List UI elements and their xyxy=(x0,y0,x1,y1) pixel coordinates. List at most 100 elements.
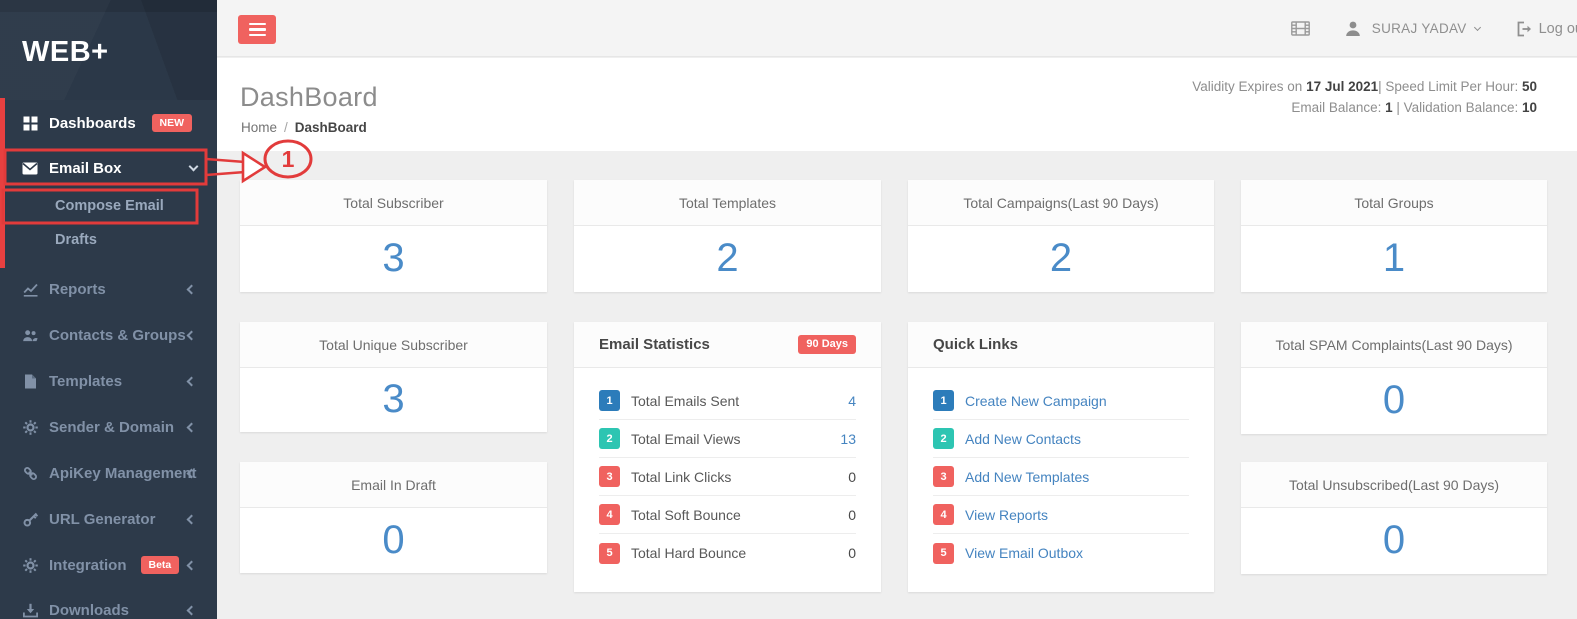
stat-row-value: 0 xyxy=(848,545,856,561)
card-title: Total Unique Subscriber xyxy=(240,322,547,368)
card-total-campaigns: Total Campaigns(Last 90 Days) 2 xyxy=(908,180,1214,292)
row-number-badge: 2 xyxy=(933,428,954,449)
chevron-left-icon xyxy=(186,560,197,570)
breadcrumb-home[interactable]: Home xyxy=(241,120,278,135)
chevron-left-icon xyxy=(186,376,197,386)
new-badge: NEW xyxy=(151,113,192,133)
stat-row: 4 Total Soft Bounce 0 xyxy=(599,496,856,534)
stat-value: 0 xyxy=(382,517,405,562)
sidebar-item-email-box[interactable]: Email Box xyxy=(0,151,217,185)
breadcrumb: Home / DashBoard xyxy=(241,120,367,135)
sidebar-item-sender-domain[interactable]: Sender & Domain xyxy=(0,410,217,444)
film-icon[interactable] xyxy=(1290,20,1310,37)
sidebar-item-contacts-groups[interactable]: Contacts & Groups xyxy=(0,318,217,352)
breadcrumb-current: DashBoard xyxy=(294,120,367,135)
chevron-left-icon xyxy=(186,330,197,340)
stat-row-value: 4 xyxy=(848,392,856,409)
annotation-highlight-strip xyxy=(0,98,5,268)
link-view-email-outbox[interactable]: View Email Outbox xyxy=(965,545,1084,561)
sidebar-item-url-generator[interactable]: URL Generator xyxy=(0,502,217,536)
stat-row: 1 Total Emails Sent 4 xyxy=(599,382,856,420)
chevron-left-icon xyxy=(186,605,197,615)
stat-value: 3 xyxy=(382,236,405,280)
stat-value: 1 xyxy=(1382,236,1406,280)
sidebar-subitem-label: Drafts xyxy=(55,232,97,248)
stat-value: 2 xyxy=(716,236,739,280)
user-menu[interactable]: SURAJ YADAV xyxy=(1344,20,1481,37)
stat-value: 0 xyxy=(1382,378,1406,422)
email-balance-value: 1 xyxy=(1385,100,1393,115)
users-icon xyxy=(22,327,38,343)
link-add-new-contacts[interactable]: Add New Contacts xyxy=(965,430,1081,447)
card-title: Email In Draft xyxy=(240,462,547,508)
card-total-templates: Total Templates 2 xyxy=(574,180,881,292)
row-number-badge: 4 xyxy=(933,504,954,525)
topbar: SURAJ YADAV Log out xyxy=(217,0,1577,57)
card-email-statistics: Email Statistics 90 Days 1 Total Emails … xyxy=(574,322,881,592)
sidebar-item-apikey-management[interactable]: ApiKey Management xyxy=(0,456,217,490)
gear-icon xyxy=(22,557,38,573)
stat-row: 5 Total Hard Bounce 0 xyxy=(599,534,856,572)
sidebar-item-compose-email[interactable]: Compose Email xyxy=(0,190,217,222)
download-icon xyxy=(22,602,38,618)
card-title: Total Subscriber xyxy=(240,180,547,226)
sidebar: WEB+ Dashboards NEW Email Box Compose Em… xyxy=(0,0,217,619)
logout-label: Log out xyxy=(1538,20,1577,37)
stat-value: 2 xyxy=(1049,236,1073,280)
link-icon xyxy=(22,465,38,481)
page-header: DashBoard Home / DashBoard Validity Expire… xyxy=(217,58,1577,151)
sidebar-item-drafts[interactable]: Drafts xyxy=(0,224,217,256)
card-title: Total Groups xyxy=(1241,180,1547,226)
quick-link-row: 5 View Email Outbox xyxy=(933,534,1189,572)
card-total-subscriber: Total Subscriber 3 xyxy=(240,180,547,292)
sidebar-item-dashboards[interactable]: Dashboards NEW xyxy=(0,106,217,140)
grid-icon xyxy=(22,115,38,131)
chevron-left-icon xyxy=(186,514,197,524)
stat-value: 3 xyxy=(382,377,405,421)
user-icon xyxy=(1345,21,1360,36)
sidebar-toggle-button[interactable] xyxy=(238,15,276,44)
logo-area: WEB+ xyxy=(0,0,217,100)
stat-row: 2 Total Email Views 13 xyxy=(599,420,856,458)
sidebar-item-label: ApiKey Management xyxy=(49,464,197,482)
row-number-badge: 3 xyxy=(933,466,954,487)
card-quick-links: Quick Links 1 Create New Campaign 2 Add … xyxy=(908,322,1214,592)
sidebar-item-reports[interactable]: Reports xyxy=(0,272,217,306)
sidebar-item-label: Sender & Domain xyxy=(49,418,175,436)
link-view-reports[interactable]: View Reports xyxy=(965,506,1049,523)
sidebar-item-label: Contacts & Groups xyxy=(49,326,186,344)
card-title: Total Templates xyxy=(574,180,881,226)
page-title: DashBoard xyxy=(240,82,378,112)
card-title: Total SPAM Complaints(Last 90 Days) xyxy=(1241,322,1547,368)
sidebar-item-label: Integration xyxy=(49,556,127,574)
stat-row: 3 Total Link Clicks 0 xyxy=(599,458,856,496)
card-total-spam-complaints: Total SPAM Complaints(Last 90 Days) 0 xyxy=(1241,322,1547,434)
gear-icon xyxy=(22,419,38,435)
card-title: Quick Links xyxy=(933,336,1019,353)
speed-limit-value: 50 xyxy=(1521,79,1537,94)
stat-value: 0 xyxy=(1382,518,1406,562)
sidebar-item-integration[interactable]: Integration Beta xyxy=(0,548,217,582)
logout-button[interactable]: Log out xyxy=(1516,21,1577,37)
card-total-unique-subscriber: Total Unique Subscriber 3 xyxy=(240,322,547,432)
sidebar-item-templates[interactable]: Templates xyxy=(0,364,217,398)
sidebar-item-label: Reports xyxy=(49,280,106,298)
validation-balance-value: 10 xyxy=(1521,100,1537,115)
user-name: SURAJ YADAV xyxy=(1371,21,1467,36)
card-title: Total Campaigns(Last 90 Days) xyxy=(908,180,1214,226)
sidebar-item-downloads[interactable]: Downloads xyxy=(0,593,217,619)
link-add-new-templates[interactable]: Add New Templates xyxy=(965,468,1090,485)
row-number-badge: 1 xyxy=(933,390,954,411)
sidebar-item-label: Email Box xyxy=(49,159,122,177)
beta-badge: Beta xyxy=(140,555,180,575)
quick-link-row: 2 Add New Contacts xyxy=(933,420,1189,458)
sidebar-item-label: Downloads xyxy=(49,601,130,619)
chevron-down-icon xyxy=(188,161,199,172)
hamburger-icon xyxy=(248,22,266,26)
quick-link-row: 4 View Reports xyxy=(933,496,1189,534)
row-number-badge: 1 xyxy=(599,390,620,411)
email-statistics-list: 1 Total Emails Sent 4 2 Total Email View… xyxy=(574,368,881,572)
link-create-new-campaign[interactable]: Create New Campaign xyxy=(965,392,1107,409)
account-info-line1: Validity Expires on 17 Jul 2021| Speed L… xyxy=(1192,79,1537,94)
sidebar-item-label: Templates xyxy=(49,372,123,390)
